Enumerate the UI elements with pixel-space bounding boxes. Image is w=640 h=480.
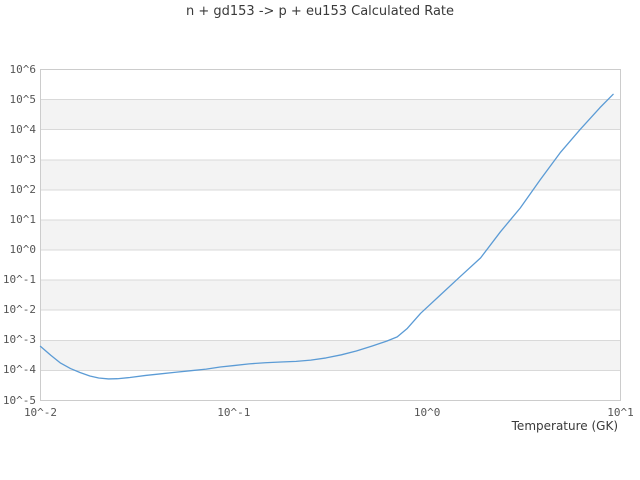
x-tick-label: 10^0 bbox=[413, 406, 441, 419]
plot-band bbox=[40, 219, 621, 251]
y-tick-label: 10^-1 bbox=[2, 273, 36, 287]
y-tick-label: 10^3 bbox=[9, 152, 37, 166]
x-axis-label: Temperature (GK) bbox=[511, 419, 618, 433]
plot-band bbox=[40, 340, 621, 371]
plot-band bbox=[40, 159, 621, 190]
y-tick-label: 10^2 bbox=[9, 182, 37, 196]
rate-curve bbox=[39, 93, 614, 380]
y-tick-label: 10^1 bbox=[9, 212, 37, 226]
y-tick-label: 10^-2 bbox=[2, 303, 36, 317]
plot-band bbox=[40, 99, 621, 130]
y-tick-label: 10^4 bbox=[9, 122, 37, 136]
x-tick-label: 10^1 bbox=[607, 406, 634, 419]
y-tick-label: 10^5 bbox=[9, 92, 37, 106]
y-tick-label: 10^-4 bbox=[2, 363, 36, 377]
y-tick-label: 10^-3 bbox=[2, 333, 36, 347]
y-tick-label: 10^6 bbox=[9, 62, 37, 76]
plot-band bbox=[40, 280, 621, 311]
y-tick-label: 10^0 bbox=[9, 243, 37, 257]
x-tick-label: 10^-1 bbox=[217, 406, 251, 419]
chart-title: n + gd153 -> p + eu153 Calculated Rate bbox=[185, 4, 455, 19]
y-tick-label: 10^-5 bbox=[2, 393, 36, 407]
x-tick-label: 10^-2 bbox=[23, 406, 58, 419]
plot-border bbox=[40, 69, 621, 401]
